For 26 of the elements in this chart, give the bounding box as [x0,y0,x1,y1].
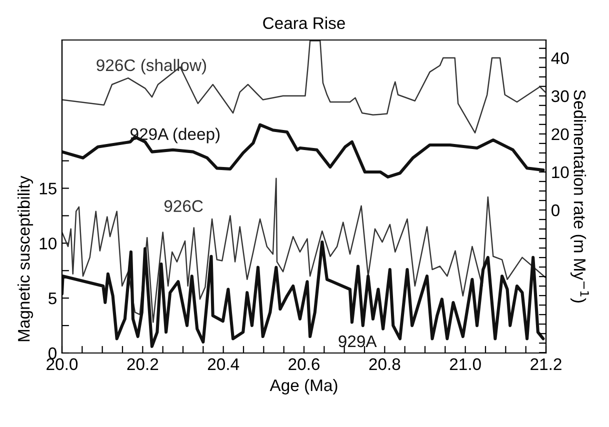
series-label: 926C [164,200,203,212]
x-tick-label: 20.8 [369,358,400,370]
y-tick-label: 10 [40,238,56,250]
chart-title: Ceara Rise [263,16,345,30]
line-series [62,240,545,348]
y2-axis-title: Sedimentation rate (m My$^{−1}$) [570,90,589,302]
x-tick-label: 21.2 [530,358,562,370]
y2-tick-label: 30 [551,90,569,102]
y-axis-title: Magnetic susceptibility [18,176,34,342]
y2-tick-label: 40 [551,52,569,64]
y2-tick-label: 20 [552,128,569,140]
x-tick-label: 20.2 [127,358,158,370]
y2-tick-label: 0 [552,204,560,216]
x-tick-label: 20.6 [288,358,320,370]
y-tick-label: 15 [40,182,56,194]
x-tick-label: 21.0 [450,358,481,370]
line-series [62,178,546,323]
series-label: 929A [338,335,377,348]
x-tick-label: 20.0 [46,358,78,370]
y2-tick-label: 10 [552,166,569,178]
y-tick-label: 0 [48,347,56,360]
line-series [62,123,545,178]
series-label: 926C (shallow) [96,58,206,74]
x-axis-title: Age (Ma) [270,378,338,394]
x-tick-label: 20.4 [208,358,240,370]
y-tick-label: 5 [48,292,56,304]
